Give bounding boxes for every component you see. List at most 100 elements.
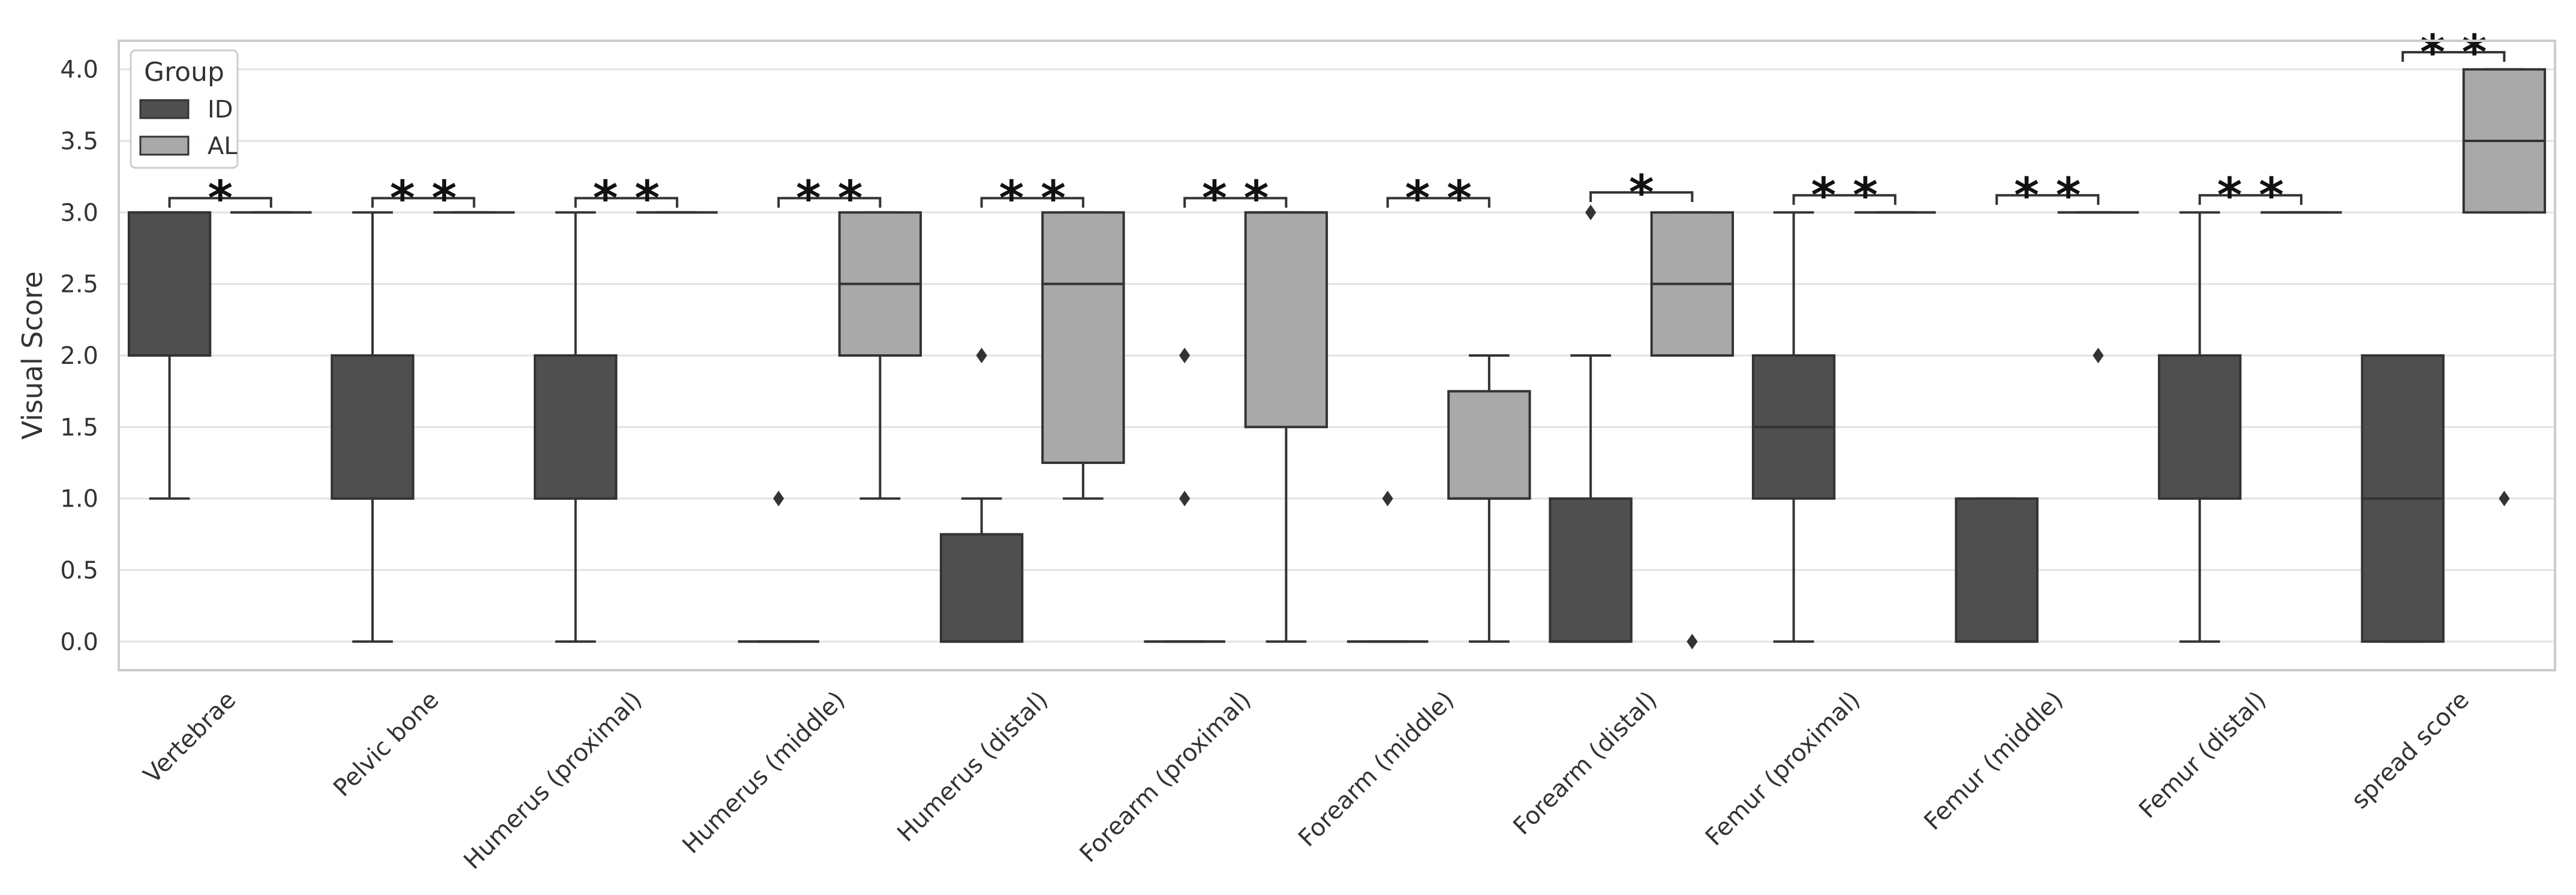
outlier-point bbox=[1179, 348, 1191, 363]
box-al bbox=[1041, 211, 1125, 500]
significance-label: * * bbox=[2420, 25, 2487, 80]
significance-label: * * bbox=[1811, 168, 1878, 224]
box-al bbox=[1447, 354, 1531, 643]
significance-marker: * * bbox=[980, 171, 1084, 227]
significance-bracket bbox=[2198, 194, 2303, 205]
box-iqr bbox=[330, 354, 414, 500]
significance-label: * * bbox=[999, 171, 1066, 227]
x-tick-label: Forearm (middle) bbox=[1293, 686, 1459, 852]
significance-bracket bbox=[1589, 191, 1694, 202]
box-id bbox=[1751, 211, 1836, 643]
legend-label-id: ID bbox=[208, 96, 233, 123]
significance-marker: * * bbox=[574, 171, 678, 227]
y-axis-label: Visual Score bbox=[16, 272, 49, 440]
y-tick-label: 2.5 bbox=[60, 271, 98, 299]
significance-marker: * * bbox=[1386, 171, 1490, 227]
y-tick-label: 0.0 bbox=[60, 628, 98, 656]
significance-bracket bbox=[371, 197, 476, 208]
significance-marker: * * bbox=[371, 171, 476, 227]
legend: Group ID AL bbox=[130, 49, 239, 169]
box-al bbox=[2057, 211, 2139, 363]
box-iqr bbox=[2157, 354, 2242, 500]
significance-bracket bbox=[2401, 51, 2506, 62]
significance-marker: * * bbox=[777, 171, 882, 227]
y-tick-label: 3.0 bbox=[60, 199, 98, 227]
box-id bbox=[127, 211, 212, 500]
y-tick-label: 0.5 bbox=[60, 557, 98, 584]
outlier-point bbox=[976, 348, 987, 363]
y-tick-label: 2.0 bbox=[60, 342, 98, 370]
significance-bracket bbox=[1792, 194, 1896, 205]
box-id bbox=[533, 211, 618, 643]
grid-lines bbox=[119, 68, 2555, 643]
significance-label: * * bbox=[1405, 171, 1472, 227]
x-tick-label: Vertebrae bbox=[139, 686, 242, 789]
significance-label: * * bbox=[593, 171, 660, 227]
box-id bbox=[1549, 204, 1633, 643]
significance-bracket bbox=[1183, 197, 1288, 208]
x-tick-label: Humerus (distal) bbox=[892, 686, 1053, 848]
y-tick-label: 4.0 bbox=[60, 56, 98, 84]
box-al bbox=[1650, 211, 1735, 650]
y-tick-labels: 0.0 0.5 1.0 1.5 2.0 2.5 3.0 3.5 4.0 bbox=[60, 56, 98, 656]
significance-marker: * * bbox=[1792, 168, 1896, 224]
plot-frame bbox=[118, 40, 2556, 671]
significance-label: * * bbox=[1202, 171, 1269, 227]
box-iqr bbox=[533, 354, 618, 500]
significance-label: * bbox=[208, 171, 233, 227]
x-tick-label: Humerus (middle) bbox=[677, 686, 850, 860]
significance-bracket bbox=[777, 197, 882, 208]
significance-bracket bbox=[980, 197, 1084, 208]
box-iqr bbox=[1955, 497, 2039, 643]
significance-bracket bbox=[1995, 194, 2100, 205]
box-iqr bbox=[127, 211, 212, 357]
significance-label: * * bbox=[2014, 168, 2081, 224]
box-al bbox=[2462, 68, 2547, 507]
significance-marker: * * bbox=[1183, 171, 1288, 227]
x-tick-label: Femur (middle) bbox=[1919, 686, 2068, 836]
box-iqr bbox=[939, 533, 1024, 643]
x-tick-label: Pelvic bone bbox=[328, 686, 444, 803]
y-tick-label: 1.0 bbox=[60, 486, 98, 513]
box-iqr bbox=[1447, 390, 1531, 500]
box-iqr bbox=[1244, 211, 1328, 429]
box-iqr bbox=[1549, 497, 1633, 643]
significance-marker: * * bbox=[2198, 168, 2303, 224]
y-tick-label: 3.5 bbox=[60, 128, 98, 155]
box-al bbox=[1244, 211, 1328, 643]
outlier-point bbox=[2093, 348, 2104, 363]
outlier-point bbox=[2499, 490, 2510, 507]
significance-marker: * * bbox=[1995, 168, 2100, 224]
legend-swatch-id bbox=[139, 99, 190, 119]
box-id bbox=[2157, 211, 2242, 643]
outlier-point bbox=[1179, 490, 1191, 507]
x-tick-label: spread score bbox=[2346, 686, 2475, 815]
outlier-point bbox=[1382, 490, 1393, 507]
x-tick-labels: Vertebrae Pelvic bone Humerus (proximal) Hu… bbox=[139, 686, 2475, 875]
box-id bbox=[1955, 497, 2039, 643]
box-id bbox=[939, 348, 1024, 643]
box-al bbox=[838, 211, 922, 500]
outlier-point bbox=[773, 490, 784, 507]
box-id bbox=[738, 490, 819, 643]
x-tick-label: Femur (proximal) bbox=[1700, 686, 1866, 852]
significance-bracket bbox=[574, 197, 678, 208]
outlier-point bbox=[1687, 634, 1698, 650]
significance-label: * * bbox=[796, 171, 863, 227]
box-iqr bbox=[1041, 211, 1125, 464]
significance-marker: * * bbox=[2401, 25, 2506, 80]
box-id bbox=[2361, 354, 2445, 643]
significance-annotations: * * * * * * * * * * * * * * * * * * * * * * bbox=[168, 25, 2506, 227]
significance-label: * bbox=[1629, 165, 1654, 221]
significance-marker: * bbox=[168, 171, 272, 227]
legend-swatch-al bbox=[139, 135, 190, 156]
legend-label-al: AL bbox=[208, 132, 238, 160]
box-id bbox=[1346, 490, 1429, 643]
outlier-point bbox=[1585, 204, 1597, 221]
x-tick-label: Forearm (distal) bbox=[1508, 686, 1662, 840]
significance-bracket bbox=[168, 197, 272, 208]
x-tick-label: Forearm (proximal) bbox=[1075, 686, 1257, 868]
significance-bracket bbox=[1386, 197, 1490, 208]
box-series bbox=[127, 68, 2547, 650]
